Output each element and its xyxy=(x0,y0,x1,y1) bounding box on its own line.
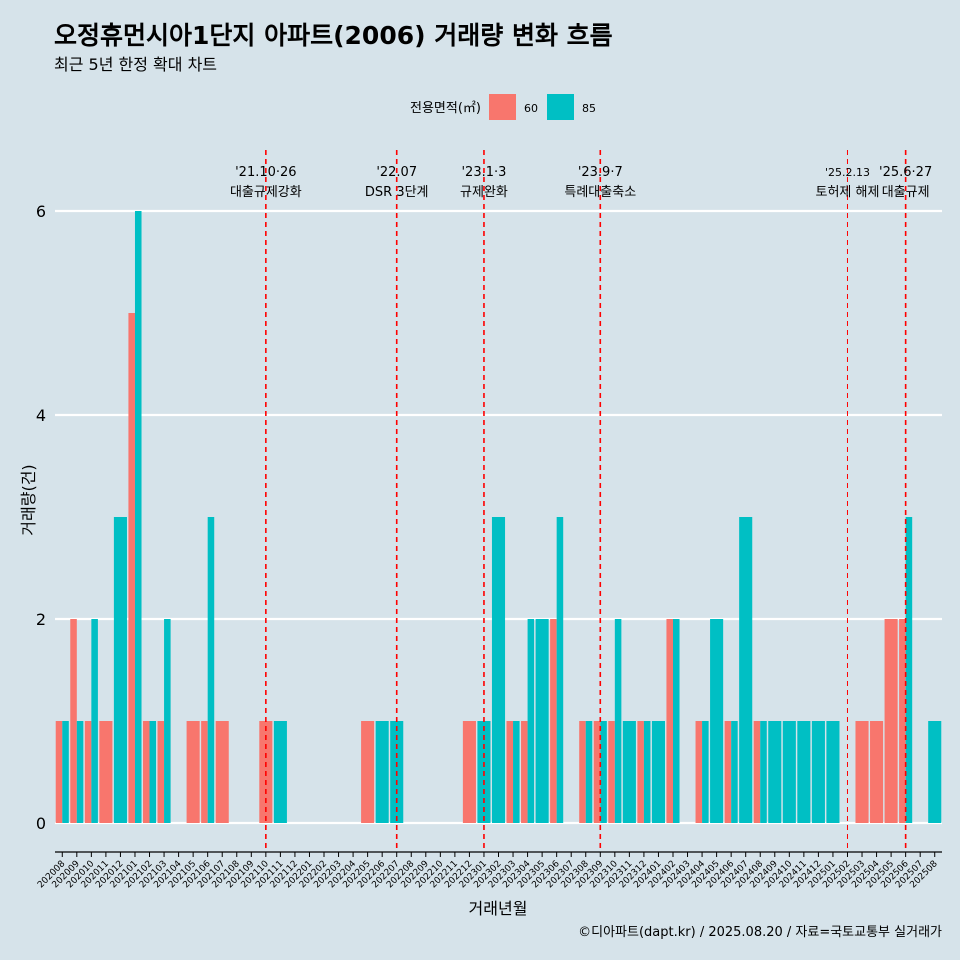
bar-60-202102 xyxy=(142,721,150,823)
bar-60-202010 xyxy=(84,721,92,823)
bar-85-202008 xyxy=(62,721,69,823)
bar-85-202311 xyxy=(622,721,636,823)
bar-85-202106 xyxy=(207,517,215,823)
bar-60-202504 xyxy=(870,721,884,823)
bar-85-202508 xyxy=(928,721,942,823)
bar-85-202407 xyxy=(739,517,753,823)
bar-85-202412 xyxy=(811,721,825,823)
bar-85-202410 xyxy=(782,721,796,823)
bar-60-202107 xyxy=(215,721,229,823)
legend-key-60 xyxy=(489,94,516,120)
bar-60-202304 xyxy=(521,721,528,823)
event-date-label: '25.2.13 xyxy=(825,166,870,179)
legend: 전용면적(㎡) 60 85 xyxy=(410,94,596,120)
legend-label-85: 85 xyxy=(582,102,596,115)
bar-85-202309 xyxy=(600,721,607,823)
event-date-label: '23.1·3 xyxy=(461,165,506,180)
bar-85-202404 xyxy=(702,721,709,823)
y-tick-label: 4 xyxy=(36,406,46,425)
bar-85-202103 xyxy=(164,619,171,823)
bar-85-202308 xyxy=(585,721,593,823)
bar-85-202206 xyxy=(375,721,389,823)
bar-85-202302 xyxy=(491,517,506,823)
bar-60-202212 xyxy=(462,721,476,823)
bar-60-202101 xyxy=(128,313,135,823)
bar-85-202401 xyxy=(651,721,665,823)
y-tick-label: 6 xyxy=(36,202,46,221)
bar-60-202312 xyxy=(637,721,644,823)
caption: ©디아파트(dapt.kr) / 2025.08.20 / 자료=국토교통부 실… xyxy=(578,925,942,940)
bar-85-202501 xyxy=(826,721,840,823)
bar-85-202305 xyxy=(535,619,549,823)
bar-85-202408 xyxy=(760,721,767,823)
bar-60-202505 xyxy=(884,619,898,823)
annotations: '21.10·26 대출규제강화 '22.07 DSR 3단계 '23.1·3 규제완화 '… xyxy=(230,150,932,850)
bar-60-202402 xyxy=(666,619,673,823)
bar-60-202406 xyxy=(724,721,732,823)
bar-60-202105 xyxy=(186,721,200,823)
bar-85-202102 xyxy=(149,721,157,823)
event-name-label: 규제완화 xyxy=(460,185,508,200)
bar-85-202411 xyxy=(797,721,811,823)
bar-85-202303 xyxy=(513,721,520,823)
bars xyxy=(55,211,942,823)
bar-85-202310 xyxy=(614,619,622,823)
bar-60-202408 xyxy=(753,721,761,823)
event-name-label: DSR 3단계 xyxy=(365,185,429,200)
chart-subtitle: 최근 5년 한정 확대 차트 xyxy=(54,55,217,74)
legend-label-60: 60 xyxy=(524,102,538,115)
bar-85-202009 xyxy=(76,721,84,823)
bar-85-202012 xyxy=(113,517,127,823)
bar-60-202503 xyxy=(855,721,869,823)
bar-85-202312 xyxy=(643,721,651,823)
bar-60-202308 xyxy=(579,721,586,823)
bar-60-202106 xyxy=(201,721,208,823)
bar-60-202506 xyxy=(899,619,906,823)
legend-key-85 xyxy=(547,94,574,120)
chart-title: 오정휴먼시아1단지 아파트(2006) 거래량 변화 흐름 xyxy=(54,21,613,50)
bar-85-202406 xyxy=(731,721,738,823)
bar-85-202409 xyxy=(768,721,782,823)
y-tick-label: 2 xyxy=(36,610,46,629)
bar-60-202310 xyxy=(608,721,615,823)
event-date-label: '22.07 xyxy=(376,165,417,180)
y-tick-label: 0 xyxy=(36,814,46,833)
bar-85-202304 xyxy=(527,619,535,823)
x-axis: 2020082020092020102020112020122021012021… xyxy=(36,851,942,890)
bar-60-202303 xyxy=(506,721,514,823)
bar-85-202405 xyxy=(710,619,724,823)
event-date-label: '25.6·27 xyxy=(879,165,932,180)
y-axis-label: 거래량(건) xyxy=(19,464,38,535)
bar-60-202404 xyxy=(695,721,703,823)
bar-60-202011 xyxy=(99,721,113,823)
bar-85-202306 xyxy=(556,517,564,823)
bar-60-202205 xyxy=(361,721,375,823)
bar-60-202009 xyxy=(70,619,77,823)
bar-85-202101 xyxy=(134,211,142,823)
bar-85-202506 xyxy=(905,517,913,823)
bar-60-202306 xyxy=(550,619,557,823)
bar-60-202008 xyxy=(55,721,63,823)
bar-85-202010 xyxy=(91,619,98,823)
x-axis-label: 거래년월 xyxy=(469,899,528,918)
event-name-label: 대출규제강화 xyxy=(230,185,302,200)
event-name-label: 토허제 해제 xyxy=(816,185,880,200)
event-name-label: 대출규제 xyxy=(882,185,930,200)
event-date-label: '23.9·7 xyxy=(578,165,623,180)
event-date-label: '21.10·26 xyxy=(235,165,296,180)
y-axis-ticks: 0 2 4 6 xyxy=(36,202,46,833)
bar-85-202402 xyxy=(672,619,680,823)
bar-60-202103 xyxy=(157,721,165,823)
bar-60-202309 xyxy=(593,721,601,823)
legend-title: 전용면적(㎡) xyxy=(410,101,481,116)
event-name-label: 특례대출축소 xyxy=(564,185,636,200)
bar-85-202111 xyxy=(273,721,287,823)
